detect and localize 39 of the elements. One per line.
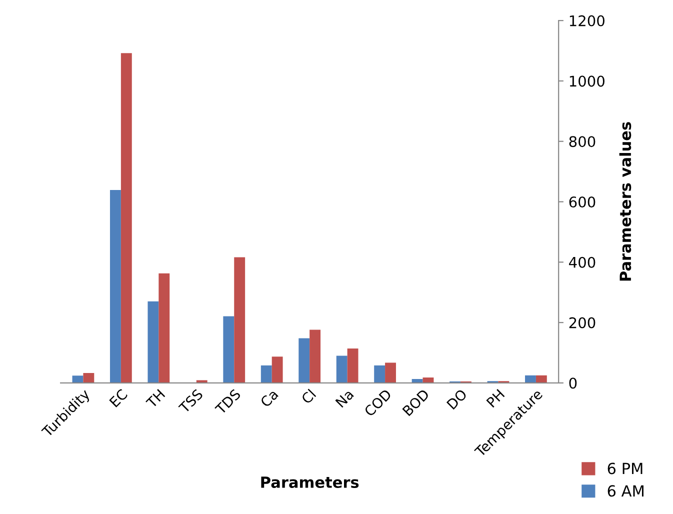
- x-tick-label: DO: [446, 388, 468, 410]
- bar: [223, 316, 234, 383]
- bar: [83, 372, 94, 383]
- x-tick-label: Cl: [300, 388, 316, 404]
- x-tick-label: TH: [146, 389, 166, 409]
- y-tick-label: 800: [569, 136, 596, 148]
- bar: [347, 348, 358, 383]
- y-tick-label: 1200: [570, 15, 604, 26]
- x-axis-title: Parameters: [261, 476, 359, 488]
- bar: [234, 257, 246, 383]
- bar: [310, 330, 321, 383]
- bar: [72, 376, 84, 383]
- y-tick-label: 400: [569, 256, 596, 268]
- bar: [298, 338, 310, 383]
- y-tick-label: 200: [569, 317, 596, 328]
- bar: [148, 301, 159, 383]
- x-tick-label: TSS: [178, 388, 204, 414]
- bar: [158, 273, 170, 383]
- y-axis-title: Parameters values: [619, 122, 632, 281]
- legend-label: 6 AM: [608, 485, 644, 497]
- bar: [412, 379, 423, 383]
- bar: [120, 53, 132, 383]
- bar: [196, 380, 208, 383]
- x-tick-label: EC: [109, 388, 128, 408]
- bar: [374, 365, 386, 383]
- bar: [336, 356, 348, 383]
- bar: [525, 375, 536, 383]
- legend-label: 6 PM: [608, 462, 642, 474]
- bar: [536, 375, 547, 383]
- x-tick-label: TDS: [214, 388, 242, 416]
- bar: [385, 362, 396, 383]
- bar: [260, 365, 272, 383]
- x-tick-label: Na: [335, 388, 354, 408]
- y-tick-label: 600: [569, 196, 596, 208]
- bar: [272, 356, 283, 383]
- x-tick-label: Ca: [260, 388, 279, 408]
- bar: [110, 190, 121, 383]
- y-tick-label: 1000: [570, 76, 604, 87]
- y-tick-label: 0: [569, 378, 577, 389]
